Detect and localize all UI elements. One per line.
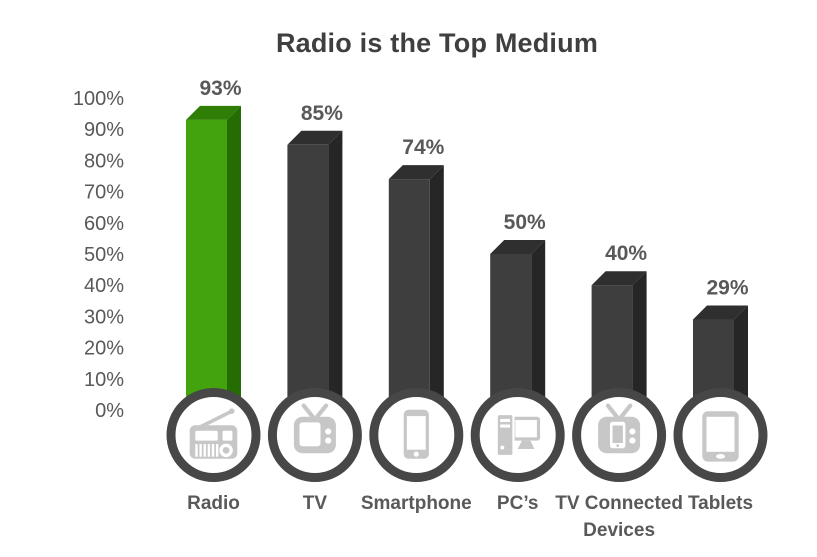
category-label: Radio bbox=[187, 493, 240, 514]
smartphone-icon bbox=[403, 409, 429, 459]
tv-connected-icon bbox=[598, 403, 641, 454]
bar-top-face bbox=[693, 305, 748, 320]
bar-side-face bbox=[429, 165, 444, 422]
bar-tv-connected: 40% bbox=[591, 242, 647, 422]
value-label: 40% bbox=[605, 242, 647, 265]
tablet-medallion: Tablets bbox=[673, 388, 768, 514]
bar-tv: 85% bbox=[287, 102, 343, 423]
y-axis-tick: 50% bbox=[84, 244, 124, 266]
category-label: Tablets bbox=[688, 493, 753, 514]
bar-radio: 93% bbox=[186, 77, 242, 422]
bar-front-face bbox=[287, 144, 329, 423]
radio-icon bbox=[189, 408, 238, 459]
bar-top-face bbox=[591, 271, 647, 286]
bar-front-face bbox=[186, 119, 227, 422]
bar-top-face bbox=[287, 130, 343, 145]
category-label: PC’s bbox=[497, 493, 539, 514]
y-axis-tick: 80% bbox=[84, 150, 124, 172]
y-axis-tick: 70% bbox=[84, 182, 124, 204]
bar-side-face bbox=[632, 271, 647, 422]
tv-icon bbox=[293, 403, 336, 454]
value-label: 85% bbox=[301, 102, 343, 125]
value-label: 93% bbox=[199, 77, 241, 100]
pc-icon bbox=[495, 412, 541, 458]
category-label: Devices bbox=[583, 520, 655, 541]
smartphone-medallion: Smartphone bbox=[361, 388, 472, 514]
bar-front-face bbox=[388, 179, 430, 422]
category-label: TV bbox=[303, 493, 328, 514]
bar-top-face bbox=[186, 105, 241, 120]
bar-side-face bbox=[227, 105, 241, 422]
radio-medallion: Radio bbox=[166, 388, 261, 514]
category-label: Smartphone bbox=[361, 493, 472, 514]
y-axis-tick: 40% bbox=[84, 275, 124, 297]
bar-top-face bbox=[490, 240, 546, 254]
chart-title: Radio is the Top Medium bbox=[275, 28, 599, 58]
bar-side-face bbox=[328, 130, 343, 423]
bar-smartphone: 74% bbox=[388, 136, 445, 422]
tv-medallion: TV bbox=[267, 388, 362, 514]
pc-medallion: PC’s bbox=[470, 388, 565, 514]
y-axis-tick: 30% bbox=[84, 306, 124, 328]
category-label: TV Connected bbox=[555, 493, 683, 514]
tv-connected-medallion: TV Connected Devices bbox=[555, 388, 683, 541]
bar-top-face bbox=[388, 165, 444, 180]
y-axis-tick: 90% bbox=[84, 119, 124, 141]
value-label: 29% bbox=[706, 277, 748, 300]
bar-side-face bbox=[531, 240, 546, 422]
y-axis-tick: 60% bbox=[84, 213, 124, 235]
y-axis-tick: 0% bbox=[95, 400, 124, 422]
value-label: 74% bbox=[402, 136, 444, 159]
y-axis-tick: 20% bbox=[84, 338, 124, 360]
value-label: 50% bbox=[504, 211, 546, 234]
y-axis-tick: 10% bbox=[84, 369, 124, 391]
y-axis-tick: 100% bbox=[73, 88, 124, 110]
tablet-icon bbox=[702, 411, 739, 462]
